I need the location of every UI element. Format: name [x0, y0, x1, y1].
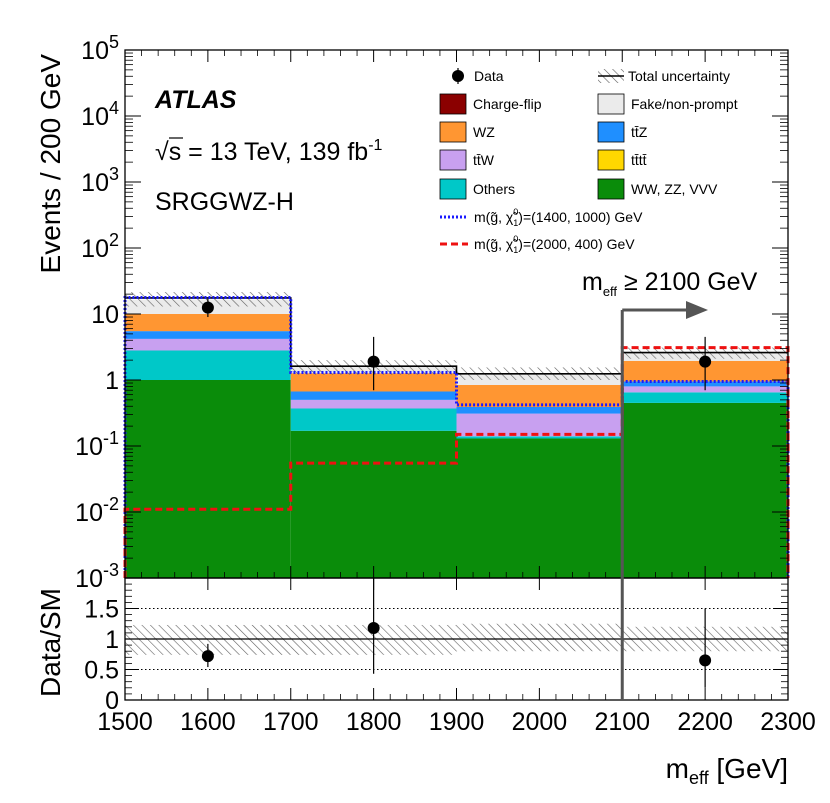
legend-label-0: Charge-flip	[473, 96, 542, 112]
x-tick-label-8: 2300	[760, 708, 816, 736]
stack-bar-3-0	[125, 331, 291, 339]
ratio-y-tick-label-1: 0.5	[84, 657, 119, 685]
x-tick-label-2: 1700	[263, 708, 319, 736]
legend-label-5: tt̄tt̄	[631, 152, 647, 168]
legend-swatch-7	[597, 178, 625, 200]
cut-arrowhead	[686, 301, 708, 319]
legend-swatch-4	[439, 149, 467, 171]
legend-label-2: WZ	[473, 124, 495, 140]
ratio-y-tick-label-3: 1.5	[84, 596, 119, 624]
y-tick-label-4: 10	[91, 301, 119, 329]
legend-swatch-5	[597, 149, 625, 171]
legend-swatch-6	[439, 178, 467, 200]
x-tick-label-1: 1600	[180, 708, 236, 736]
y-tick-label-8: 105	[81, 32, 119, 65]
x-tick-label-7: 2200	[677, 708, 733, 736]
y-tick-label-1: 10-2	[75, 494, 119, 527]
legend-label-3: tt̄Z	[631, 124, 648, 140]
annotations: 1500 1600 1700 1800 1900 2000 2100 2200 2300 10-3…	[35, 32, 816, 788]
stack-bar-0-3	[622, 402, 788, 578]
y-tick-label-5: 102	[81, 230, 119, 263]
legend-label-4: tt̄W	[473, 152, 495, 168]
ratio-point-2	[699, 654, 712, 667]
stack-bar-4-2	[456, 384, 623, 407]
stack-bar-0-0	[125, 380, 291, 578]
ratio-band-2	[456, 623, 623, 652]
legend-data-label: Data	[474, 68, 504, 84]
stack-bar-4-0	[125, 314, 291, 332]
data-point-3	[699, 355, 712, 368]
legend-swatch-3	[597, 121, 625, 143]
y-tick-label-6: 103	[81, 164, 119, 197]
y-tick-label-2: 10-1	[75, 428, 119, 461]
stack-bar-2-2	[456, 413, 623, 437]
data-point-1	[367, 355, 380, 368]
y-tick-label-0: 10-3	[75, 560, 119, 593]
ratio-panel	[125, 578, 788, 688]
data-point-0	[201, 301, 214, 314]
ratio-y-tick-label-2: 1	[105, 626, 119, 654]
stack-bar-0-2	[456, 438, 623, 578]
experiment-label: ATLAS	[154, 86, 237, 114]
main-panel	[123, 292, 790, 578]
stack-bar-0-1	[290, 430, 457, 578]
stack-bar-1-1	[290, 408, 457, 431]
ratio-y-axis-title: Data/SM	[35, 588, 66, 697]
cut-annotation: meff ≥ 2100 GeV	[582, 268, 758, 299]
y-tick-label-3: 1	[105, 367, 119, 395]
x-tick-label-3: 1800	[346, 708, 402, 736]
legend-swatch-1	[597, 93, 625, 115]
x-tick-label-0: 1500	[97, 708, 153, 736]
stack-bar-3-2	[456, 406, 623, 414]
y-axis-title: Events / 200 GeV	[35, 54, 66, 274]
y-tick-label-7: 104	[81, 98, 119, 131]
legend-data-marker	[452, 70, 464, 82]
stack-bar-1-3	[622, 392, 788, 403]
stack-bar-3-1	[290, 391, 457, 400]
stack-bar-2-0	[125, 338, 291, 351]
stack-bar-1-0	[125, 350, 291, 380]
stack-bar-1-2	[456, 436, 623, 439]
ratio-point-0	[201, 650, 214, 663]
legend-label-1: Fake/non-prompt	[631, 96, 738, 112]
legend-unc-label: Total uncertainty	[628, 68, 730, 84]
legend-label-6: Others	[473, 181, 515, 197]
legend-swatch-0	[439, 93, 467, 115]
stack-bar-2-1	[290, 399, 457, 409]
x-tick-label-5: 2000	[512, 708, 568, 736]
legend-label-7: WW, ZZ, VVV	[631, 181, 718, 197]
x-tick-label-4: 1900	[429, 708, 485, 736]
ratio-point-1	[367, 622, 380, 635]
region-label: SRGGWZ-H	[155, 188, 294, 216]
legend-signal-label-1: m(g̃, χ̃10)=(2000, 400) GeV	[474, 234, 635, 255]
energy-label: √s = 13 TeV, 139 fb-1	[155, 137, 383, 166]
legend-swatch-2	[439, 121, 467, 143]
ratio-y-tick-label-0: 0	[105, 687, 119, 715]
x-tick-label-6: 2100	[594, 708, 650, 736]
x-axis-title: meff [GeV]	[666, 753, 788, 788]
legend-signal-label-0: m(g̃, χ̃10)=(1400, 1000) GeV	[474, 207, 643, 228]
